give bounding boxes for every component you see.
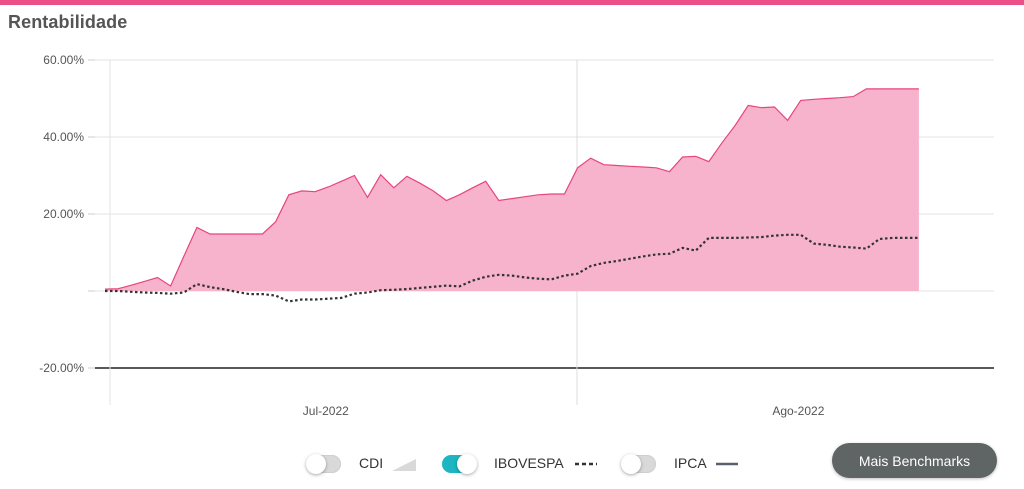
portfolio-area xyxy=(105,88,919,292)
chart-area-layer xyxy=(104,88,919,292)
y-tick-label: 20.00% xyxy=(43,207,84,221)
cdi-toggle[interactable] xyxy=(306,454,341,474)
solid-line-swatch-icon xyxy=(716,462,738,466)
x-tick-label: Ago-2022 xyxy=(772,404,824,418)
page-title: Rentabilidade xyxy=(8,12,128,32)
x-tick-label: Jul-2022 xyxy=(303,404,349,418)
dashed-line-swatch-icon xyxy=(575,462,597,466)
legend-label-ipca: IPCA xyxy=(674,455,707,471)
ibovespa-toggle-knob xyxy=(457,454,477,474)
y-tick-label: -20.00% xyxy=(39,361,84,375)
x-axis-ticks: Jul-2022 Ago-2022 xyxy=(303,404,825,418)
cdi-toggle-knob xyxy=(306,454,326,474)
legend-label-ibovespa: IBOVESPA xyxy=(494,455,564,471)
legend-label-cdi: CDI xyxy=(359,455,384,471)
ibovespa-line xyxy=(105,233,919,303)
y-tick-label: 40.00% xyxy=(43,130,84,144)
top-accent-bar xyxy=(0,0,1024,5)
ibovespa-toggle[interactable] xyxy=(442,454,477,474)
ipca-toggle[interactable] xyxy=(621,454,656,474)
more-benchmarks-button[interactable]: Mais Benchmarks xyxy=(832,443,997,478)
chart-line-layer xyxy=(105,233,919,303)
area-swatch-icon xyxy=(392,459,416,471)
portfolio-line xyxy=(104,88,919,290)
performance-chart: -20.00% 20.00% 40.00% 60.00% Jul-2022 Ago-20… xyxy=(39,53,994,418)
y-axis-ticks: -20.00% 20.00% 40.00% 60.00% xyxy=(39,53,84,375)
more-benchmarks-label: Mais Benchmarks xyxy=(858,452,971,469)
y-tick-label: 60.00% xyxy=(43,53,84,67)
ipca-toggle-knob xyxy=(621,454,641,474)
